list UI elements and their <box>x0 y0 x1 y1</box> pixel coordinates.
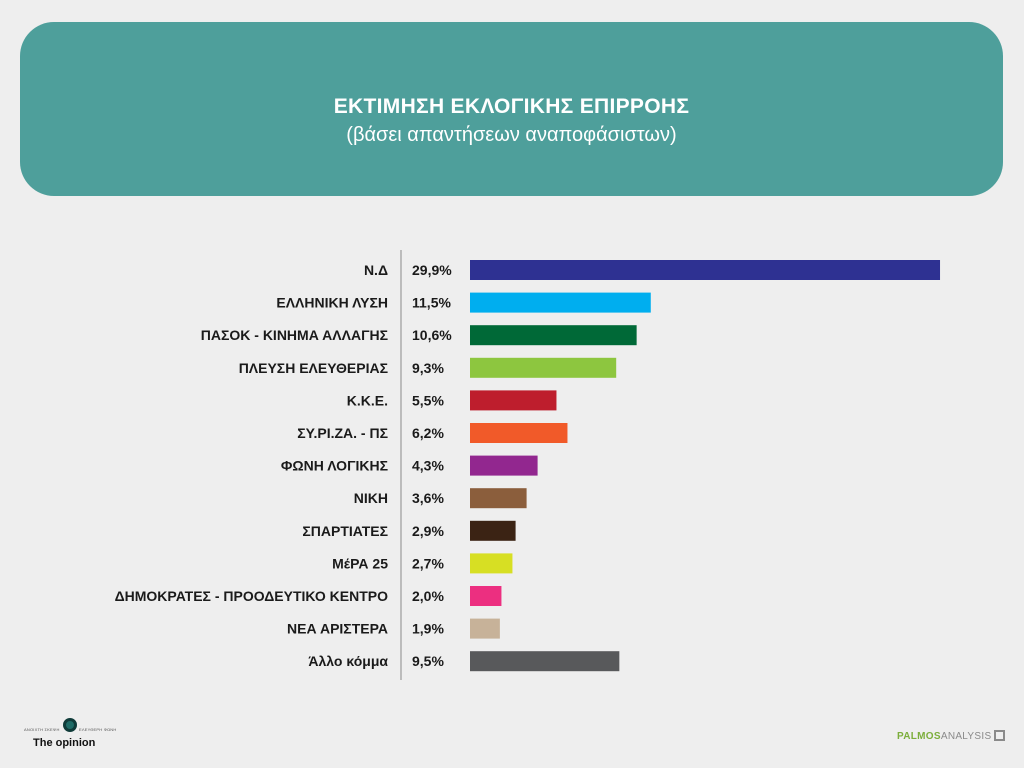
category-label: ΕΛΛΗΝΙΚΗ ΛΥΣΗ <box>276 295 388 311</box>
chart-subtitle: (βάσει απαντήσεων αναποφάσιστων) <box>346 124 677 146</box>
category-label: ΣΠΑΡΤΙΑΤΕΣ <box>302 523 388 539</box>
bar <box>470 390 557 411</box>
bar <box>470 292 651 313</box>
value-label: 2,0% <box>412 588 444 604</box>
value-label: 11,5% <box>412 295 451 311</box>
palmos-brand-part-a: PALMOS <box>897 731 941 742</box>
palmos-brand-part-b: ANALYSIS <box>940 731 992 742</box>
category-label: ΣΥ.ΡΙ.ΖΑ. - ΠΣ <box>297 425 388 441</box>
opinion-logo-icon <box>63 718 77 732</box>
category-label: ΜέΡΑ 25 <box>332 555 388 571</box>
value-label: 4,3% <box>412 458 444 474</box>
category-label: Κ.Κ.Ε. <box>347 392 388 408</box>
bar <box>470 618 500 639</box>
logo-brand-name: The opinion <box>33 737 96 749</box>
category-label: Ν.Δ <box>364 262 388 278</box>
value-label: 5,5% <box>412 392 444 408</box>
bar <box>470 488 527 509</box>
bar <box>470 357 617 378</box>
category-label: ΝΙΚΗ <box>354 490 388 506</box>
bar <box>470 423 568 443</box>
bar <box>470 260 941 280</box>
value-label: 9,3% <box>412 360 444 376</box>
category-label: ΠΛΕΥΣΗ ΕΛΕΥΘΕΡΙΑΣ <box>239 360 388 376</box>
category-label: Άλλο κόμμα <box>308 653 388 669</box>
palmos-analysis-logo: PALMOSANALYSIS <box>897 726 1006 746</box>
value-label: 29,9% <box>412 262 452 278</box>
value-label: 6,2% <box>412 425 444 441</box>
category-label: ΦΩΝΗ ΛΟΓΙΚΗΣ <box>281 458 388 474</box>
the-opinion-logo: ΑΝΟΙΧΤΗ ΣΚΕΨΗ ΕΛΕΥΘΕΡΗ ΦΩΝΗ The opinion <box>22 716 132 756</box>
bar <box>470 553 513 574</box>
bar <box>470 455 538 476</box>
chart-title: ΕΚΤΙΜΗΣΗ ΕΚΛΟΓΙΚΗΣ ΕΠΙΡΡΟΗΣ <box>333 95 690 118</box>
category-label: ΝΕΑ ΑΡΙΣΤΕΡΑ <box>287 621 388 637</box>
logo-tagline-left: ΑΝΟΙΧΤΗ ΣΚΕΨΗ <box>24 727 60 732</box>
header-banner: ΕΚΤΙΜΗΣΗ ΕΚΛΟΓΙΚΗΣ ΕΠΙΡΡΟΗΣ (βάσει απαντ… <box>20 22 1003 196</box>
value-label: 2,7% <box>412 555 444 571</box>
palmos-box-icon <box>994 730 1006 741</box>
value-label: 10,6% <box>412 327 452 343</box>
logo-tagline-right: ΕΛΕΥΘΕΡΗ ΦΩΝΗ <box>79 727 117 732</box>
bar <box>470 586 502 606</box>
value-label: 3,6% <box>412 490 444 506</box>
bar <box>470 651 620 672</box>
value-label: 9,5% <box>412 653 444 669</box>
value-label: 1,9% <box>412 621 444 637</box>
bar <box>470 325 637 346</box>
value-label: 2,9% <box>412 523 444 539</box>
bar <box>470 520 516 541</box>
category-label: ΠΑΣΟΚ - ΚΙΝΗΜΑ ΑΛΛΑΓΗΣ <box>201 327 388 343</box>
category-label: ΔΗΜΟΚΡΑΤΕΣ - ΠΡΟΟΔΕΥΤΙΚΟ ΚΕΝΤΡΟ <box>115 588 389 604</box>
